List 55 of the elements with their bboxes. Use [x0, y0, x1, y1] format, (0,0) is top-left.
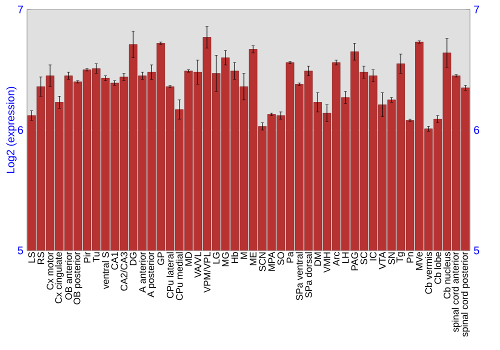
x-tick-label: Tu [92, 252, 100, 262]
x-tick-label: GP [157, 252, 164, 265]
x-tick-label: SO [277, 252, 284, 265]
x-tick-label: SPa ventral [296, 252, 303, 300]
x-tick-label: Tg [396, 252, 406, 263]
x-tick-label: SN [388, 252, 395, 264]
x-tick-label: CPu lateral [166, 252, 174, 298]
x-tick-label: MG [222, 252, 229, 266]
x-tick-label: CPu medial [176, 252, 183, 300]
x-tick-label: CA1 [111, 252, 118, 270]
x-tick-label: Pir [84, 252, 90, 262]
y-tick-label: 6 [18, 126, 23, 134]
x-tick-label: A anterior [138, 252, 146, 293]
x-tick-label: Pa [286, 252, 294, 262]
y-tick-label: 7 [18, 6, 23, 14]
y2-tick-label: 6 [474, 126, 480, 134]
x-tick-label: Arc [332, 252, 340, 266]
x-tick-label: LH [342, 252, 349, 264]
x-tick-label: IC [370, 252, 376, 260]
x-tick-label: ME [250, 252, 256, 266]
x-tick-label: Cb vermis [425, 252, 432, 294]
x-tick-label: ventral S [102, 252, 109, 290]
x-tick-label: VA/VL [194, 252, 202, 278]
x-tick-label: LG [212, 252, 220, 264]
y2-tick-label: 7 [474, 6, 480, 14]
x-tick-label: SC [360, 252, 368, 264]
x-tick-label: MPA [268, 252, 275, 271]
x-tick-label: Cx cingulate [54, 252, 64, 304]
x-tick-label: OB anterior [65, 252, 72, 300]
x-tick-label: spinal cord posterior [460, 252, 470, 337]
x-tick-label: PAG [351, 252, 358, 270]
x-tick-label: Cb lobe [434, 252, 442, 284]
x-tick-label: M [240, 252, 248, 259]
x-tick-label: CA2/CA3 [120, 252, 128, 291]
x-tick-label: VTA [379, 252, 386, 270]
x-tick-label: Pn [406, 252, 414, 262]
y-tick-label: 5 [18, 246, 24, 254]
x-tick-label: MD [185, 252, 192, 266]
x-tick-label: Cx motor [46, 252, 54, 290]
x-tick-label: VMH [324, 252, 330, 273]
x-tick-label: RS [38, 252, 44, 264]
x-tick-label: A posterior [147, 252, 156, 298]
y-axis-title: Log2 (expression) [6, 86, 17, 173]
x-tick-label: SPa dorsal [305, 252, 312, 298]
x-tick-label: VPM/VPL [204, 252, 210, 293]
x-tick-label: OB posterior [73, 252, 82, 304]
x-tick-label: DM [314, 252, 321, 266]
x-tick-label: Cb nucleus [443, 252, 450, 299]
x-tick-label: spinal cord anterior [452, 252, 461, 332]
x-tick-label: SCN [259, 252, 266, 272]
x-tick-label: Hb [231, 252, 238, 264]
x-tick-label: MVe [416, 252, 423, 270]
x-tick-label: LS [28, 252, 35, 262]
x-tick-label: DG [130, 252, 136, 266]
y2-tick-label: 5 [474, 246, 480, 254]
